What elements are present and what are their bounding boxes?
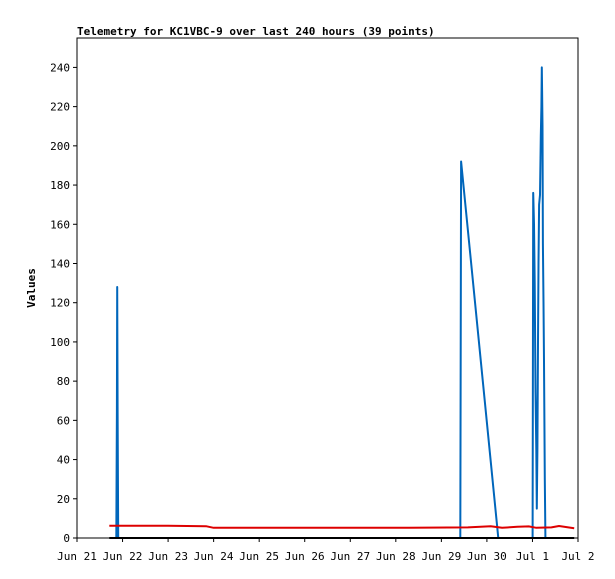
y-tick-label: 60 xyxy=(57,414,70,427)
y-tick-label: 100 xyxy=(50,336,70,349)
x-tick-label: Jun 26 xyxy=(285,550,325,563)
chart-title: Telemetry for KC1VBC-9 over last 240 hou… xyxy=(77,25,435,38)
y-tick-label: 200 xyxy=(50,140,70,153)
y-axis-label: Values xyxy=(25,268,38,308)
series-line-1 xyxy=(109,524,575,530)
y-tick-label: 80 xyxy=(57,375,70,388)
y-tick-label: 120 xyxy=(50,297,70,310)
x-tick-label: Jul 1 xyxy=(516,550,549,563)
x-tick-label: Jun 24 xyxy=(194,550,234,563)
y-tick-label: 0 xyxy=(63,532,70,545)
y-tick-label: 220 xyxy=(50,101,70,114)
y-tick-label: 160 xyxy=(50,218,70,231)
y-tick-label: 20 xyxy=(57,493,70,506)
y-tick-label: 180 xyxy=(50,179,70,192)
x-tick-label: Jun 23 xyxy=(148,550,188,563)
x-tick-label: Jun 27 xyxy=(330,550,370,563)
y-tick-label: 140 xyxy=(50,257,70,270)
x-axis-ticks: Jun 21 Jun 22 Jun 23 Jun 24 Jun 25 Jun 26 Jun … xyxy=(57,538,595,563)
y-tick-label: 240 xyxy=(50,61,70,74)
y-axis-ticks: 0 20 40 60 80 100 120 140 160 180 200 220 240 xyxy=(50,61,77,545)
x-tick-label: Jun 22 xyxy=(103,550,143,563)
x-tick-label: Jul 2 xyxy=(561,550,594,563)
series-layer xyxy=(109,66,575,539)
x-tick-label: Jun 29 xyxy=(421,550,461,563)
x-tick-label: Jun 25 xyxy=(239,550,279,563)
x-tick-label: Jun 21 xyxy=(57,550,97,563)
x-tick-label: Jun 30 xyxy=(467,550,507,563)
y-tick-label: 40 xyxy=(57,454,70,467)
x-tick-label: Jun 28 xyxy=(376,550,416,563)
